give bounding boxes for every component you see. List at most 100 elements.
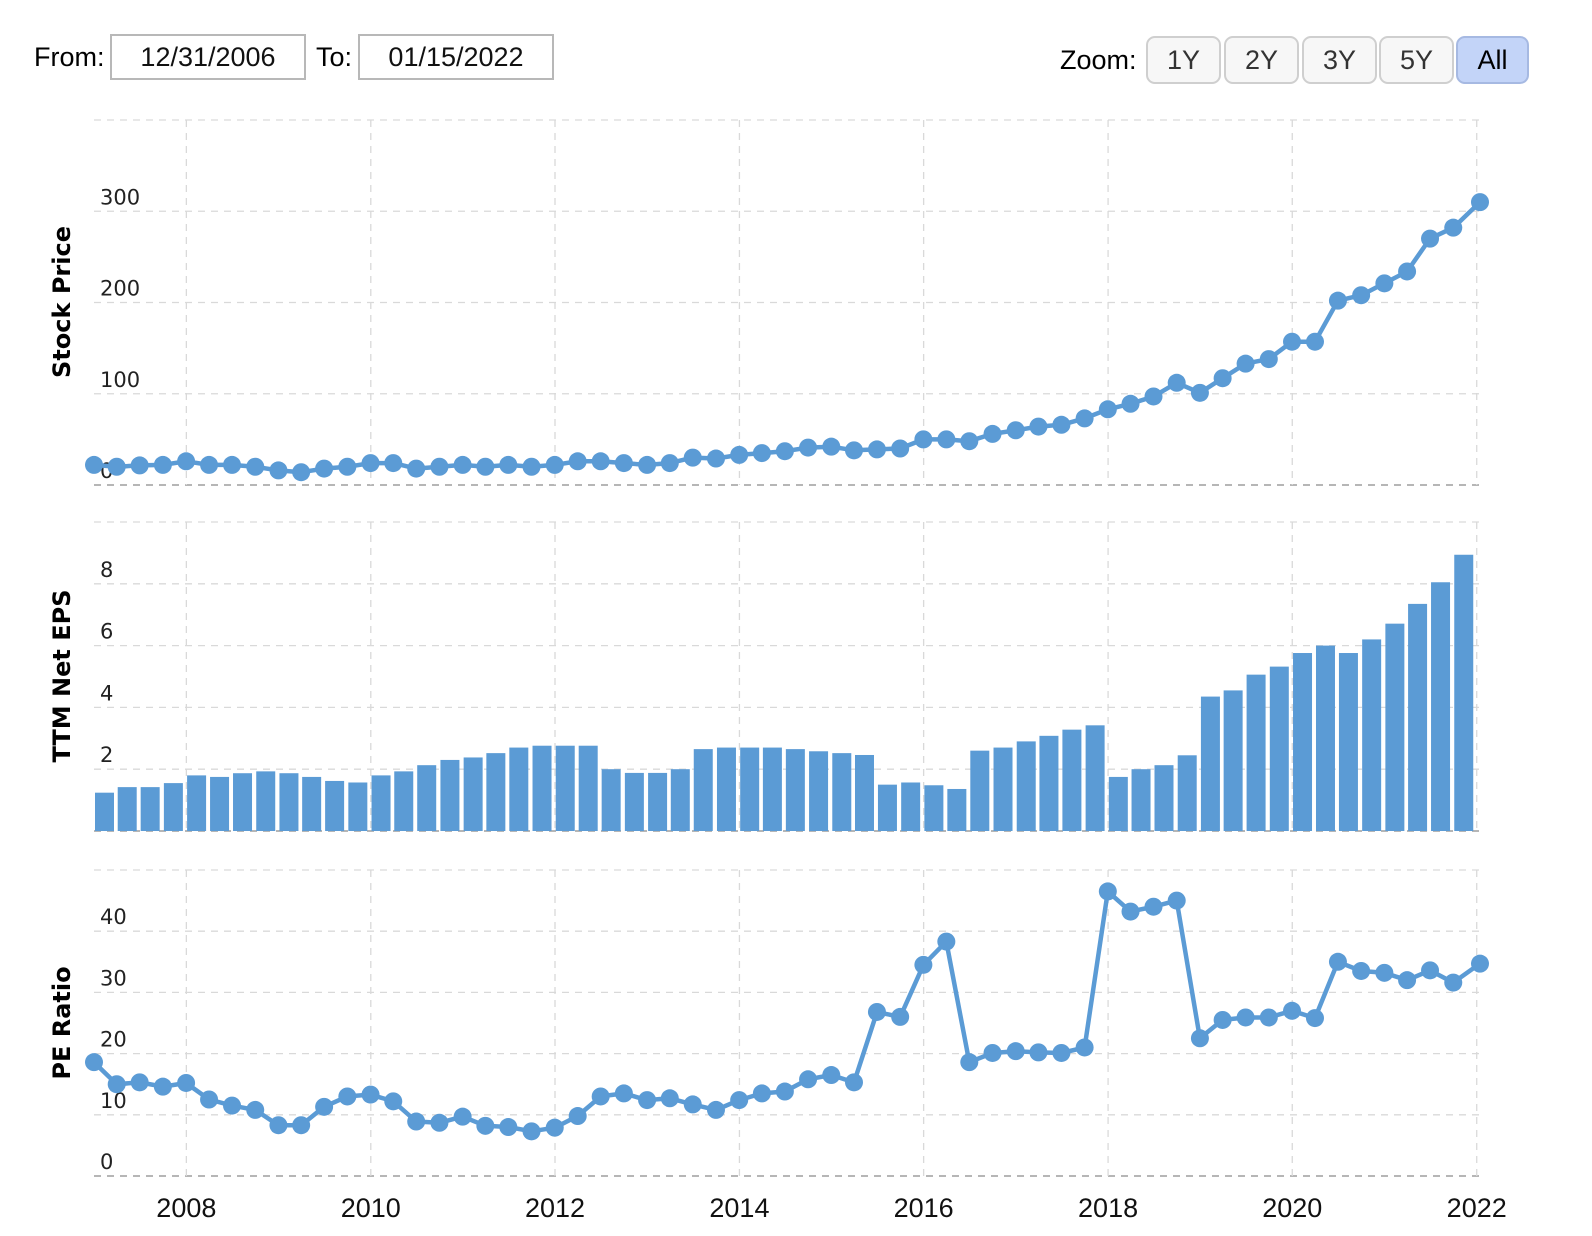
eps-bar[interactable] xyxy=(371,775,391,831)
eps-bar[interactable] xyxy=(832,753,852,831)
eps-bar[interactable] xyxy=(924,785,944,831)
pe-ratio-point[interactable] xyxy=(706,1100,725,1119)
stock-price-point[interactable] xyxy=(752,444,771,463)
stock-price-point[interactable] xyxy=(914,430,933,449)
stock-price-point[interactable] xyxy=(568,452,587,471)
stock-price-point[interactable] xyxy=(706,449,725,468)
pe-ratio-point[interactable] xyxy=(545,1118,564,1137)
pe-ratio-point[interactable] xyxy=(914,955,933,974)
eps-bar[interactable] xyxy=(693,749,713,831)
stock-price-point[interactable] xyxy=(1167,373,1186,392)
zoom-5y-button[interactable]: 5Y xyxy=(1379,36,1454,84)
stock-price-point[interactable] xyxy=(937,430,956,449)
stock-price-point[interactable] xyxy=(1236,354,1255,373)
eps-bar[interactable] xyxy=(624,772,644,831)
stock-price-point[interactable] xyxy=(177,452,196,471)
eps-bar[interactable] xyxy=(1385,623,1405,831)
eps-bar[interactable] xyxy=(947,788,967,831)
zoom-all-button[interactable]: All xyxy=(1456,36,1529,84)
stock-price-point[interactable] xyxy=(638,455,657,474)
eps-bar[interactable] xyxy=(716,747,736,831)
stock-price-point[interactable] xyxy=(85,455,103,474)
stock-price-point[interactable] xyxy=(1052,415,1071,434)
pe-ratio-point[interactable] xyxy=(1098,882,1117,901)
pe-ratio-point[interactable] xyxy=(638,1091,657,1110)
stock-price-point[interactable] xyxy=(1259,350,1278,369)
stock-price-point[interactable] xyxy=(1006,421,1025,440)
stock-price-point[interactable] xyxy=(983,424,1002,443)
pe-ratio-point[interactable] xyxy=(660,1089,679,1108)
pe-ratio-point[interactable] xyxy=(1075,1038,1094,1057)
pe-ratio-point[interactable] xyxy=(775,1082,794,1101)
eps-bar[interactable] xyxy=(1454,554,1474,831)
stock-price-point[interactable] xyxy=(153,455,172,474)
stock-price-point[interactable] xyxy=(1121,394,1140,413)
pe-ratio-point[interactable] xyxy=(983,1043,1002,1062)
eps-bar[interactable] xyxy=(95,792,114,831)
eps-bar[interactable] xyxy=(394,771,414,831)
pe-ratio-point[interactable] xyxy=(1213,1010,1232,1029)
stock-price-point[interactable] xyxy=(1213,369,1232,388)
pe-ratio-point[interactable] xyxy=(1144,897,1163,916)
eps-bar[interactable] xyxy=(993,747,1013,831)
eps-bar[interactable] xyxy=(325,780,345,831)
pe-ratio-point[interactable] xyxy=(1006,1042,1025,1061)
pe-ratio-point[interactable] xyxy=(891,1007,910,1026)
pe-ratio-point[interactable] xyxy=(453,1107,472,1126)
stock-price-point[interactable] xyxy=(1144,387,1163,406)
eps-bar[interactable] xyxy=(348,782,368,831)
stock-price-point[interactable] xyxy=(522,457,541,476)
pe-ratio-point[interactable] xyxy=(407,1112,426,1131)
pe-ratio-point[interactable] xyxy=(361,1085,380,1104)
eps-bar[interactable] xyxy=(854,754,874,831)
stock-price-point[interactable] xyxy=(200,455,219,474)
pe-ratio-point[interactable] xyxy=(1236,1008,1255,1027)
pe-ratio-point[interactable] xyxy=(799,1070,818,1089)
pe-ratio-point[interactable] xyxy=(937,932,956,951)
stock-price-point[interactable] xyxy=(1283,332,1302,351)
eps-bar[interactable] xyxy=(1200,696,1220,831)
pe-ratio-point[interactable] xyxy=(730,1091,749,1110)
eps-bar[interactable] xyxy=(809,751,829,831)
eps-bar[interactable] xyxy=(1246,674,1266,831)
eps-bar[interactable] xyxy=(578,745,598,831)
stock-price-point[interactable] xyxy=(1029,417,1048,436)
pe-ratio-point[interactable] xyxy=(614,1084,633,1103)
eps-bar[interactable] xyxy=(1177,755,1197,831)
eps-bar[interactable] xyxy=(970,750,990,831)
pe-ratio-point[interactable] xyxy=(867,1002,886,1021)
eps-bar[interactable] xyxy=(1016,741,1036,831)
stock-price-point[interactable] xyxy=(1444,218,1463,237)
pe-ratio-point[interactable] xyxy=(1421,961,1440,980)
pe-ratio-point[interactable] xyxy=(153,1077,172,1096)
eps-bar[interactable] xyxy=(532,745,552,831)
eps-bar[interactable] xyxy=(302,776,322,831)
stock-price-point[interactable] xyxy=(683,448,702,467)
pe-ratio-point[interactable] xyxy=(292,1116,311,1135)
eps-bar[interactable] xyxy=(1408,603,1428,831)
eps-bar[interactable] xyxy=(256,771,276,831)
pe-ratio-point[interactable] xyxy=(1305,1009,1324,1028)
pe-ratio-point[interactable] xyxy=(1398,971,1417,990)
from-date-input[interactable]: 12/31/2006 xyxy=(110,34,306,80)
stock-price-point[interactable] xyxy=(1421,229,1440,248)
pe-ratio-point[interactable] xyxy=(522,1122,541,1141)
stock-price-point[interactable] xyxy=(315,459,334,478)
stock-price-point[interactable] xyxy=(1352,286,1371,305)
pe-ratio-point[interactable] xyxy=(1121,902,1140,921)
eps-bar[interactable] xyxy=(648,772,668,831)
zoom-1y-button[interactable]: 1Y xyxy=(1146,36,1221,84)
stock-price-point[interactable] xyxy=(822,437,841,456)
eps-bar[interactable] xyxy=(417,765,437,831)
eps-bar[interactable] xyxy=(210,776,230,831)
pe-ratio-point[interactable] xyxy=(200,1090,219,1109)
pe-ratio-point[interactable] xyxy=(177,1073,196,1092)
pe-ratio-point[interactable] xyxy=(476,1116,495,1135)
zoom-3y-button[interactable]: 3Y xyxy=(1302,36,1377,84)
pe-ratio-point[interactable] xyxy=(1167,891,1186,910)
stock-price-point[interactable] xyxy=(545,455,564,474)
stock-price-point[interactable] xyxy=(591,452,610,471)
eps-bar[interactable] xyxy=(233,773,253,831)
stock-price-point[interactable] xyxy=(730,445,749,464)
pe-ratio-point[interactable] xyxy=(1283,1001,1302,1020)
